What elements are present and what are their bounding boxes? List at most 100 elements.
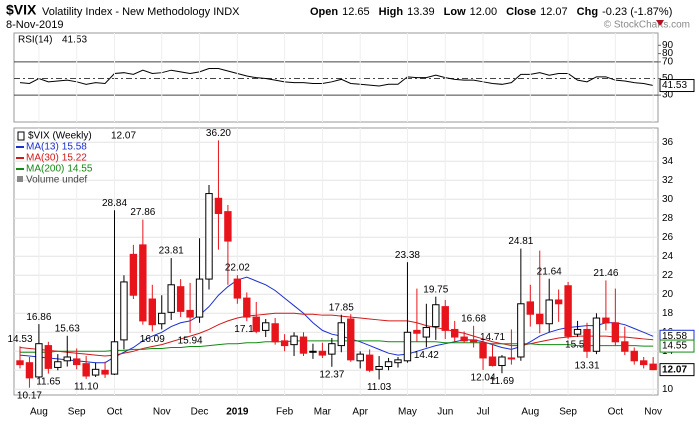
candle-body: [148, 298, 157, 326]
low-label: 16.09: [140, 334, 165, 345]
low-label: 13.31: [574, 360, 599, 371]
high-label: 21.46: [593, 268, 618, 279]
candle-body: [129, 253, 138, 296]
candle-body: [337, 322, 346, 347]
high-label: 23.81: [159, 246, 184, 257]
candle-body: [224, 211, 232, 242]
candle-body: [573, 328, 582, 335]
moving-average: [19, 276, 654, 364]
candle-body: [394, 359, 402, 364]
candle-body: [564, 285, 572, 337]
legend-swatch: [17, 131, 25, 141]
value-tag-label: 12.07: [662, 364, 687, 375]
y-tick-label: 80: [662, 48, 674, 59]
candle-body: [73, 358, 81, 366]
low-label: 12.37: [319, 369, 344, 380]
x-tick-label: Nov: [153, 407, 171, 418]
high-label: 23.38: [395, 250, 420, 261]
stat-value: 12.00: [470, 6, 498, 18]
y-tick-label: 26: [662, 232, 674, 243]
candle-body: [318, 350, 327, 356]
x-tick-label: Apr: [352, 407, 368, 418]
low-label: 14.42: [414, 350, 439, 361]
value-tag: [659, 339, 695, 353]
legend-value: 12.07: [111, 131, 136, 142]
stat-label: Chg: [577, 6, 598, 18]
high-label: 19.75: [423, 284, 448, 295]
x-tick-label: Aug: [521, 407, 539, 418]
low-label: 12.04: [471, 373, 496, 384]
stat-value: -0.23 (-1.87%): [602, 6, 672, 18]
candle-body: [347, 318, 355, 361]
stat-value: 13.39: [407, 6, 435, 18]
high-label: 36.20: [206, 128, 231, 139]
candle-body: [365, 354, 374, 371]
candle-body: [25, 362, 34, 379]
down-arrow: [656, 20, 664, 26]
candle-body: [186, 309, 194, 318]
candle-body: [233, 278, 242, 299]
value-tag-label: 14.55: [662, 341, 687, 352]
y-tick-label: 18: [662, 308, 674, 319]
high-label: 21.64: [537, 266, 562, 277]
candle-body: [630, 350, 638, 362]
x-tick-label: Dec: [191, 407, 209, 418]
x-tick-label: Nov: [644, 407, 662, 418]
candle-body: [460, 336, 468, 342]
rsi-line: [19, 68, 654, 87]
candle-body: [280, 340, 289, 347]
high-label: 14.53: [7, 334, 32, 345]
candle-body: [63, 356, 71, 362]
candle-body: [469, 339, 478, 343]
y-tick-label: 50: [662, 73, 674, 84]
symbol-name: Volatility Index - New Methodology INDX: [42, 6, 240, 18]
stat-value: 12.07: [540, 6, 568, 18]
candle-body: [621, 341, 629, 352]
candle-body: [205, 193, 213, 280]
x-tick-label: Sep: [68, 407, 86, 418]
candle-body: [299, 336, 308, 354]
x-tick-label: Oct: [608, 407, 624, 418]
y-tick-label: 34: [662, 156, 674, 167]
stat-label: Low: [444, 6, 466, 18]
candle-body: [262, 322, 270, 331]
candle-body: [583, 328, 591, 352]
y-tick-label: 22: [662, 270, 674, 281]
candle-body: [479, 342, 487, 359]
value-tag-label: 41.53: [662, 80, 687, 91]
legend-name: MA(30): [26, 153, 59, 164]
candle-body: [451, 328, 459, 338]
candle-body: [16, 360, 24, 366]
candle-body: [517, 303, 525, 358]
low-label: 11.69: [490, 376, 515, 387]
candle-body: [441, 306, 449, 331]
high-label: 17.85: [329, 302, 354, 313]
x-tick-label: Sep: [559, 407, 577, 418]
candle-body: [536, 313, 544, 325]
symbol: $VIX: [6, 2, 37, 18]
candle-body: [384, 361, 393, 367]
candle-body: [375, 365, 383, 370]
candle-body: [252, 316, 260, 332]
high-label: 16.68: [461, 313, 486, 324]
candle-body: [592, 317, 601, 352]
moving-average: [19, 312, 654, 357]
value-tag: [659, 79, 695, 93]
y-tick-label: 70: [662, 57, 674, 68]
high-label: 27.86: [130, 207, 155, 218]
candle-body: [356, 353, 364, 362]
x-tick-label: May: [398, 407, 417, 418]
low-label: 15.51: [565, 340, 590, 351]
x-tick-label: Mar: [314, 407, 332, 418]
value-tag-label: 15.58: [662, 331, 687, 342]
candle-body: [649, 363, 657, 371]
stat-label: High: [379, 6, 404, 18]
candle-body: [167, 284, 175, 313]
low-label: 10.17: [17, 390, 42, 401]
candle-body: [101, 369, 109, 375]
y-tick-label: 30: [662, 90, 674, 101]
candle-body: [403, 331, 412, 362]
price-panel: [13, 127, 659, 396]
candle-body: [158, 312, 166, 325]
